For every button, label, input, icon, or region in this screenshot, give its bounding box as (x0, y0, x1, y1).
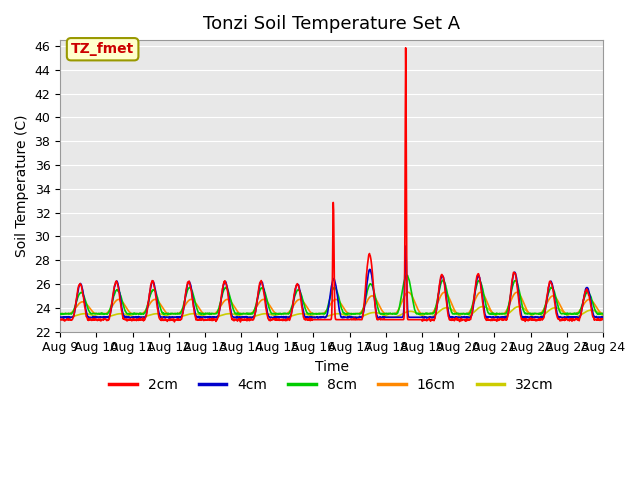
Y-axis label: Soil Temperature (C): Soil Temperature (C) (15, 115, 29, 257)
Text: TZ_fmet: TZ_fmet (71, 42, 134, 56)
Legend: 2cm, 4cm, 8cm, 16cm, 32cm: 2cm, 4cm, 8cm, 16cm, 32cm (104, 372, 559, 397)
Title: Tonzi Soil Temperature Set A: Tonzi Soil Temperature Set A (203, 15, 460, 33)
X-axis label: Time: Time (314, 360, 349, 374)
